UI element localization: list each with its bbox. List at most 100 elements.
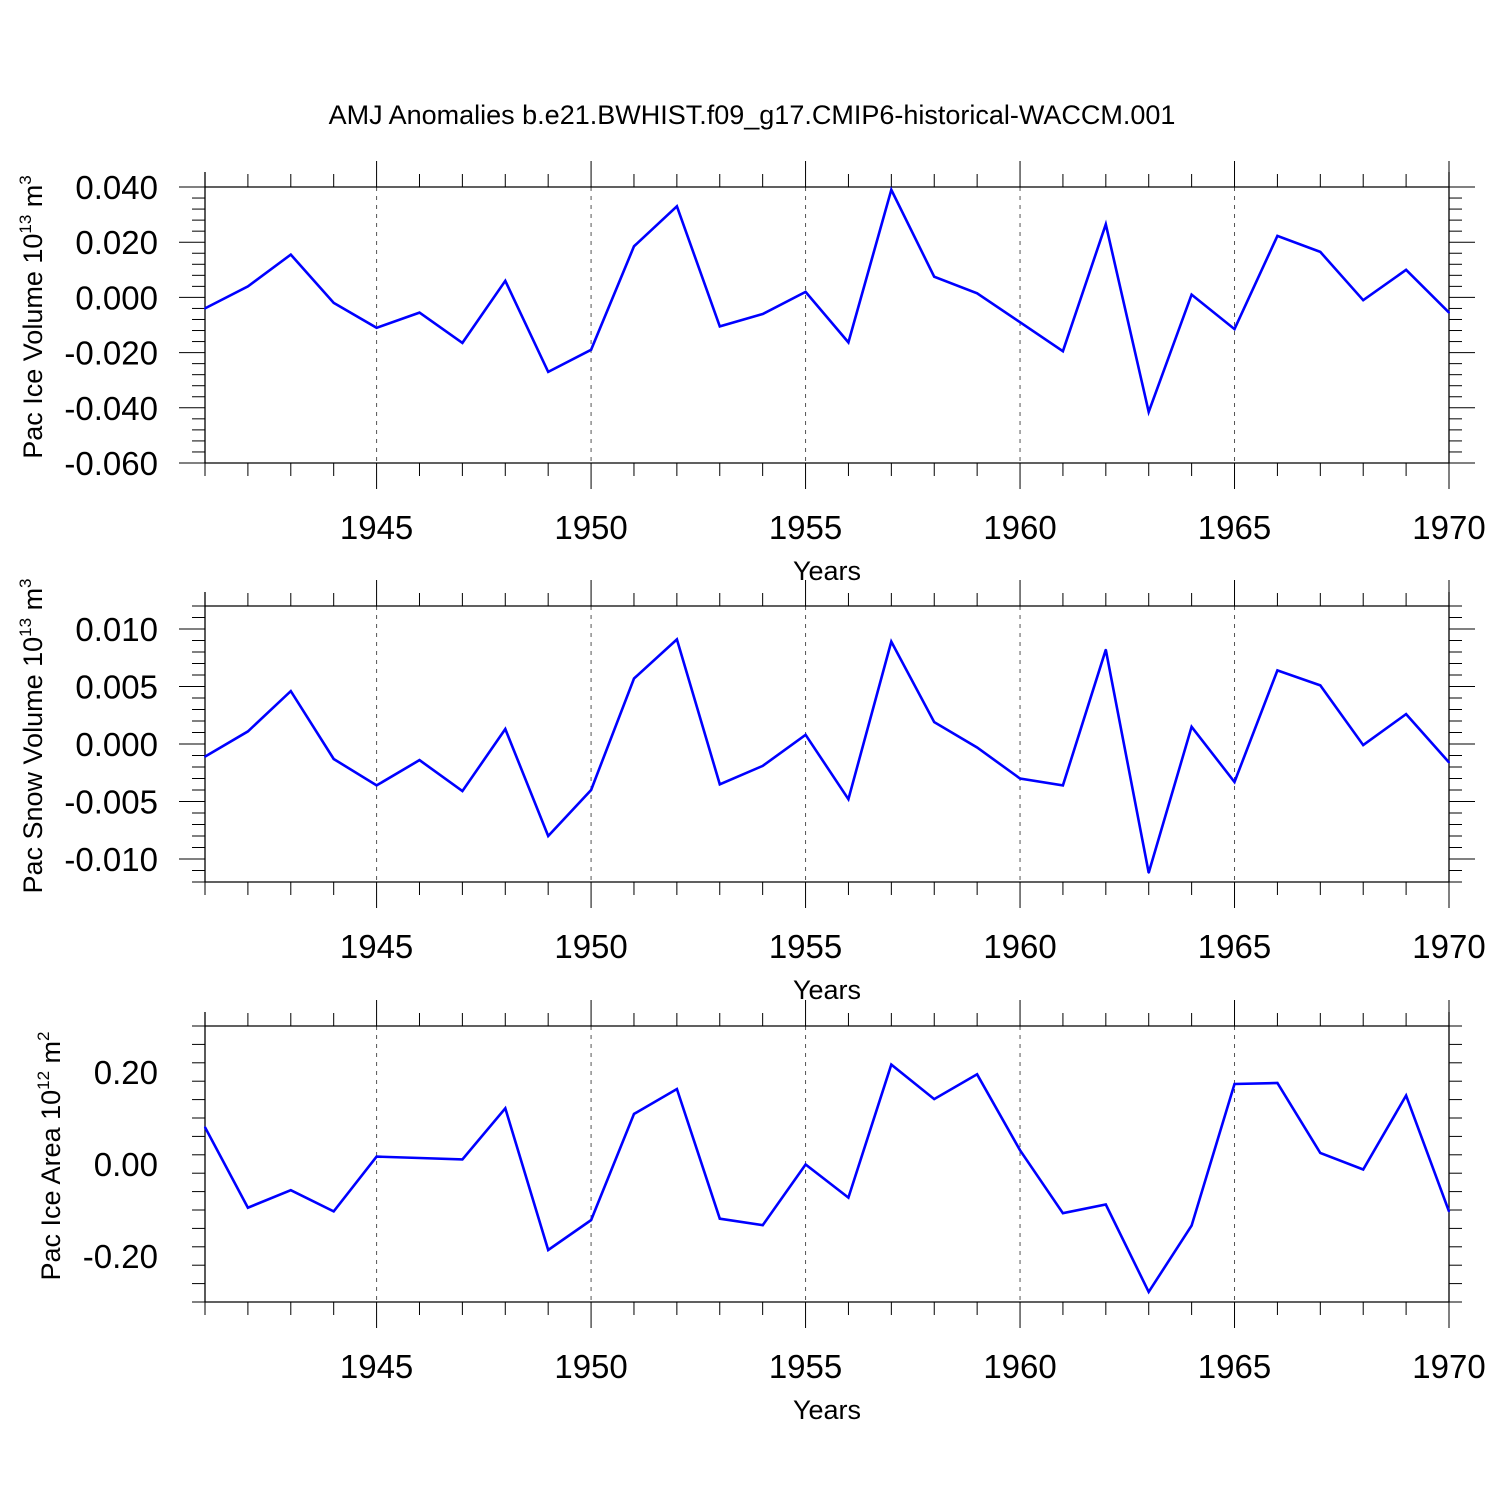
y-axis-label: Pac Snow Volume 1013 m3 (16, 578, 48, 893)
x-tick-label: 1945 (340, 1348, 413, 1385)
data-point (1061, 784, 1064, 787)
x-tick-label: 1950 (554, 1348, 627, 1385)
data-point (418, 1157, 421, 1160)
data-point (890, 1063, 893, 1066)
data-point (590, 1219, 593, 1222)
data-point (675, 205, 678, 208)
x-tick-label: 1945 (340, 509, 413, 546)
y-tick-label: 0.020 (75, 224, 158, 261)
data-point (1276, 669, 1279, 672)
data-point (461, 790, 464, 793)
y-tick-label: 0.005 (75, 669, 158, 706)
data-point (1061, 350, 1064, 353)
data-point (1448, 311, 1450, 314)
data-point (1319, 1151, 1322, 1154)
data-point (847, 1196, 850, 1199)
data-point (547, 1249, 550, 1252)
data-point (761, 764, 764, 767)
data-point (547, 370, 550, 373)
x-tick-label: 1970 (1412, 928, 1485, 965)
data-point (1276, 234, 1279, 237)
data-point (1061, 1212, 1064, 1215)
data-point (1104, 1203, 1107, 1206)
y-tick-label: -0.010 (64, 841, 158, 878)
data-point (332, 757, 335, 760)
data-point (1276, 1082, 1279, 1085)
data-point (1405, 713, 1408, 716)
chart-panel-2: -0.010 -0.005 0.000 0.005 0.010 1945 1950 1955 1… (16, 578, 1486, 1005)
data-point (976, 1073, 979, 1076)
y-tick-label: 0.040 (75, 169, 158, 206)
data-point (1190, 293, 1193, 296)
y-axis-label: Pac Ice Area 1012 m2 (34, 1031, 66, 1280)
x-tick-label: 1945 (340, 928, 413, 965)
y-tick-label: -0.005 (64, 784, 158, 821)
data-point (1405, 1094, 1408, 1097)
data-point (1019, 1149, 1022, 1152)
data-point (547, 835, 550, 837)
data-point (761, 312, 764, 315)
data-point (504, 1107, 507, 1110)
data-point (1233, 1082, 1236, 1085)
data-point (1190, 1224, 1193, 1227)
chart-panels: -0.060 -0.040 -0.020 0.000 0.020 0.040 1945 195… (16, 161, 1486, 1425)
x-tick-label: 1970 (1412, 1348, 1485, 1385)
y-tick-label: -0.020 (64, 335, 158, 372)
series-line (203, 1062, 1451, 1295)
data-point (1019, 321, 1022, 324)
data-point (1448, 1210, 1450, 1213)
data-point (890, 640, 893, 643)
data-point (718, 783, 721, 786)
data-point (590, 348, 593, 351)
data-point (976, 746, 979, 749)
data-point (1147, 871, 1150, 874)
data-point (1362, 1168, 1365, 1171)
data-point (847, 798, 850, 801)
data-point (375, 326, 378, 329)
data-point (718, 325, 721, 328)
data-point (590, 789, 593, 791)
data-point (204, 755, 206, 758)
y-tick-label: 0.20 (94, 1054, 158, 1091)
y-tick-label: 0.000 (75, 279, 158, 316)
data-point (1405, 268, 1408, 271)
data-point (204, 1126, 206, 1129)
data-point (1104, 223, 1107, 226)
data-point (1147, 410, 1150, 413)
x-tick-label: 1965 (1198, 1348, 1271, 1385)
data-point (332, 1210, 335, 1213)
series-line (204, 637, 1450, 874)
data-point (289, 1189, 292, 1192)
data-point (375, 1155, 378, 1158)
data-point (761, 1224, 764, 1227)
data-point (246, 1206, 249, 1209)
y-tick-label: 0.000 (75, 726, 158, 763)
data-point (1362, 744, 1365, 747)
data-point (804, 733, 807, 736)
x-tick-label: 1965 (1198, 509, 1271, 546)
data-point (976, 292, 979, 295)
data-point (1147, 1290, 1150, 1293)
data-point (718, 1217, 721, 1220)
data-point (1104, 648, 1107, 651)
x-axis-label: Years (793, 1395, 861, 1425)
chart-panel-3: -0.20 0.00 0.20 1945 1950 1955 1960 1965 1970 Yea… (34, 1000, 1486, 1425)
chart-panel-1: -0.060 -0.040 -0.020 0.000 0.020 0.040 1945 195… (16, 161, 1486, 586)
data-point (1362, 299, 1365, 302)
data-point (461, 341, 464, 344)
data-point (632, 245, 635, 248)
data-point (632, 1112, 635, 1115)
data-point (332, 301, 335, 304)
x-tick-label: 1970 (1412, 509, 1485, 546)
data-point (418, 759, 421, 762)
data-point (461, 1158, 464, 1161)
data-point (246, 285, 249, 288)
x-tick-label: 1960 (983, 928, 1056, 965)
x-tick-label: 1960 (983, 1348, 1056, 1385)
data-point (1233, 780, 1236, 783)
y-tick-label: -0.040 (64, 390, 158, 427)
x-tick-label: 1955 (769, 509, 842, 546)
data-point (289, 690, 292, 693)
data-point (675, 638, 678, 641)
